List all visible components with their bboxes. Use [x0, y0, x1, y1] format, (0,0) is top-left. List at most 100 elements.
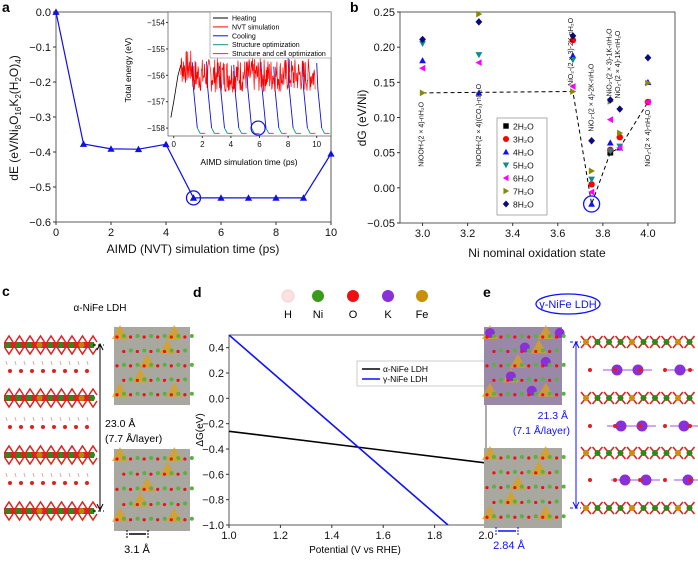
y-tick-label: 0.15	[374, 77, 395, 89]
ni-atom	[547, 455, 552, 459]
metal-atom	[78, 452, 85, 458]
oh-bond	[88, 334, 98, 343]
h-atom	[50, 360, 53, 366]
oh-bond	[77, 400, 88, 409]
ni-atom	[128, 377, 133, 382]
k-atom	[678, 420, 690, 432]
y-tick-label: −0.8	[202, 495, 224, 507]
c-per-layer-label: (7.7 Å/layer)	[105, 432, 162, 445]
oh-bond	[25, 347, 35, 356]
marker-tri-right	[419, 89, 426, 97]
o-atom	[115, 487, 119, 491]
metal-atom	[675, 339, 681, 345]
metal-atom	[640, 339, 647, 345]
ni-atom	[512, 499, 517, 504]
o-atom	[548, 349, 552, 354]
ni-atom	[142, 377, 147, 382]
metal-atom	[606, 339, 612, 345]
oh-bond	[4, 387, 14, 396]
gamma-ldh-top-view-1	[482, 325, 566, 405]
water-o	[588, 478, 592, 482]
o-atom	[527, 335, 531, 339]
metal-atom	[68, 452, 74, 458]
y-tick-label: −0.4	[202, 444, 224, 456]
inset-y-tick-label: −157	[147, 98, 166, 107]
ni-atom	[162, 391, 167, 396]
oh-bond	[35, 500, 46, 509]
oh-bond	[77, 444, 88, 453]
h-atom	[59, 360, 62, 366]
metal-atom	[5, 342, 11, 348]
ni-atom	[183, 501, 188, 506]
o-atom	[128, 364, 133, 368]
oh-bond	[67, 387, 77, 396]
oh-bond	[46, 387, 56, 396]
marker-tri-up	[189, 194, 198, 201]
o-atom	[169, 364, 173, 368]
o-atom	[527, 364, 531, 368]
o-atom	[156, 393, 160, 397]
metal-atom	[617, 339, 624, 345]
interlayer-o	[41, 425, 45, 429]
o-atom	[122, 378, 126, 382]
inset-chart: 0 2 4 6 8 10 −154 −155 −156 −157 −158 AIMD simulati…	[123, 11, 332, 167]
marker-tri-left	[569, 83, 576, 90]
inset-x-tick-label: 4	[229, 140, 234, 149]
oh-bond	[67, 513, 77, 522]
metal-atom	[57, 508, 64, 514]
oh-bond	[25, 400, 35, 409]
ni-atom	[128, 471, 133, 476]
marker-tri-right	[570, 88, 577, 95]
ni-atom	[547, 391, 552, 396]
ni-atom	[169, 348, 174, 353]
y-tick-label: −1.0	[202, 520, 224, 532]
marker-diamond	[419, 35, 426, 44]
ni-atom	[561, 334, 566, 338]
o-atom	[128, 457, 133, 461]
legend-label: Structure optimization	[232, 42, 300, 49]
o-atom	[541, 456, 545, 460]
marker-circle	[588, 181, 595, 188]
y-tick-label: −0.6	[29, 217, 51, 229]
oh-bond	[25, 444, 35, 453]
ni-atom	[169, 471, 174, 476]
gamma-ldh-top-view-2	[482, 446, 566, 528]
oh-bond	[14, 400, 25, 409]
ni-atom	[561, 484, 566, 489]
y-tick-label: −0.05	[367, 218, 395, 230]
oh-bond	[14, 513, 25, 522]
ni-atom	[189, 486, 194, 491]
o-atom	[162, 472, 167, 476]
o-atom	[128, 393, 133, 397]
o-atom	[499, 515, 503, 519]
o-atom	[142, 518, 146, 522]
metal-atom	[583, 505, 589, 511]
arrow-heads	[96, 342, 104, 512]
legend-label: 5H₂O	[513, 161, 534, 171]
o-atom	[156, 457, 160, 461]
marker-diamond	[502, 200, 510, 208]
marker-tri-up	[299, 194, 308, 201]
metal-atom	[640, 505, 647, 511]
structure-opt-trace	[196, 127, 201, 134]
oh-bond	[56, 347, 67, 356]
ni-atom	[492, 514, 496, 519]
h-atom	[5, 416, 8, 422]
o-atom	[183, 335, 187, 339]
highlight-circle	[582, 195, 601, 213]
heating-trace	[170, 64, 182, 118]
oh-bond	[4, 457, 14, 466]
oh-bond	[14, 500, 25, 509]
marker-tri-up	[419, 57, 426, 64]
metal-atom	[629, 450, 635, 456]
structure-opt-trace	[265, 127, 270, 134]
inset-x-tick-label: 6	[257, 140, 262, 149]
oh-bond	[88, 444, 98, 453]
metal-atom	[606, 505, 612, 511]
metal-atom	[675, 395, 681, 401]
water-o	[613, 478, 617, 482]
h-atom	[68, 416, 71, 422]
interlayer-o	[19, 425, 23, 429]
marker-tri-up	[217, 194, 225, 201]
y-axis-label-part: 8	[14, 124, 23, 129]
